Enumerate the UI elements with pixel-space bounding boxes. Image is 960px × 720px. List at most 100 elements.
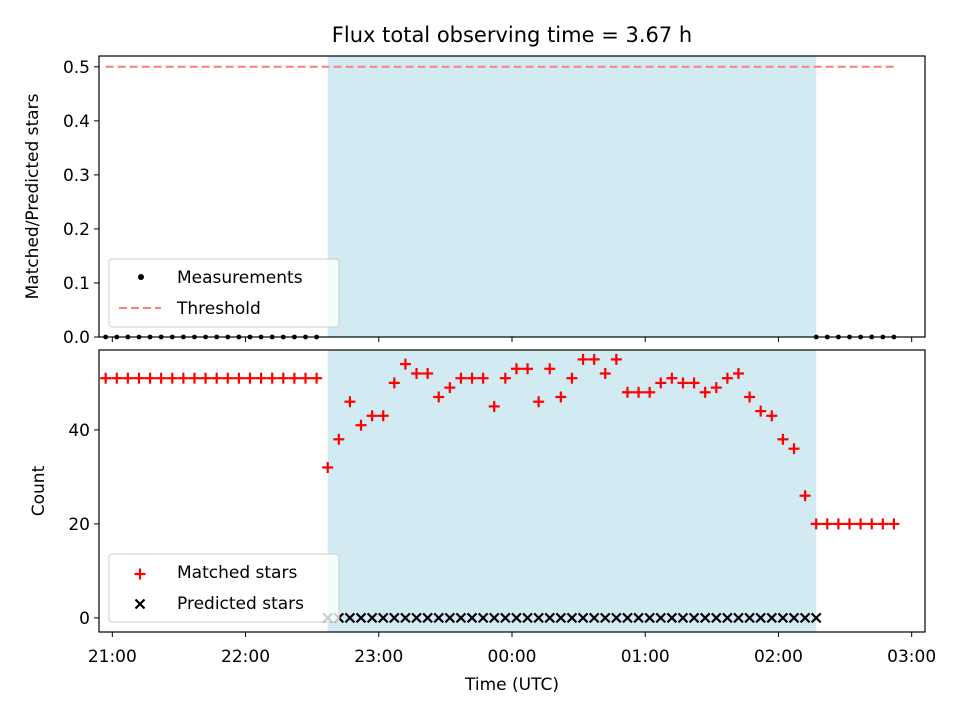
legend-predicted-marker [134,598,146,610]
predicted-star-point [411,612,422,624]
matched-star-point [133,372,145,384]
matched-star-point [100,372,112,384]
legend-matched-marker [134,568,146,580]
matched-star-point [277,372,289,384]
bottom-x-ticks: 21:00 22:00 23:00 00:00 01:00 02:00 03:00 [88,632,936,667]
bottom-y-tick-label: 0 [79,609,90,629]
matched-star-point [488,400,500,412]
predicted-star-point [810,612,822,624]
matched-star-point [333,433,345,445]
bottom-x-tick-label: 02:00 [754,647,803,667]
bottom-x-tick-label: 01:00 [621,647,670,667]
predicted-star-point [566,612,578,624]
top-axes-frame [98,55,926,338]
predicted-star-point [488,612,500,624]
chart-title: Flux total observing time = 3.67 h [332,23,692,47]
predicted-star-point [389,612,400,624]
predicted-star-point [722,612,733,624]
predicted-star-point [477,612,489,624]
predicted-star-point [433,612,445,624]
matched-star-point [477,372,489,384]
bottom-legend-box [108,553,340,623]
matched-star-point [422,368,434,379]
matched-star-point [344,396,356,408]
predicted-star-point [500,612,511,624]
predicted-star-point [344,612,356,624]
matched-star-point [466,372,478,384]
predicted-star-point [366,612,378,624]
legend-measurements-label: Measurements [177,268,303,288]
legend-measurements-marker [138,274,144,280]
matched-star-point [111,372,123,384]
predicted-star-point [777,612,789,624]
matched-star-point [322,462,334,473]
matched-star-point [255,372,267,384]
matched-star-point [888,518,900,530]
matched-star-point [200,372,212,384]
top-legend: Measurements Threshold [108,258,340,328]
bottom-x-tick-label: 00:00 [488,647,537,667]
matched-star-point [211,372,223,384]
legend-predicted-label: Predicted stars [177,594,304,614]
predicted-star-point [788,612,800,624]
x-axis-label: Time (UTC) [464,675,559,695]
matched-star-point [177,372,189,384]
matched-star-point [288,372,300,384]
top-y-tick-label: 0.3 [63,166,90,186]
matched-star-point [821,518,833,530]
predicted-star-point [466,612,478,624]
bottom-legend: Matched stars Predicted stars [108,553,340,623]
legend-cross [134,598,146,610]
predicted-star-point [522,612,533,624]
legend-threshold-label: Threshold [176,299,261,319]
predicted-star-point [677,612,689,624]
top-y-ticks: 0.0 0.1 0.2 0.3 0.4 0.5 [63,58,99,348]
bottom-x-tick-label: 03:00 [887,647,936,667]
matched-star-point [744,391,756,403]
matched-star-point [433,391,445,403]
top-y-tick-label: 0.1 [63,274,90,294]
matched-star-point [866,518,878,530]
matched-star-point [832,518,844,530]
matched-star-point [533,396,545,408]
matched-star-point [499,372,511,384]
observing-window-top [327,56,817,337]
predicted-star-point [744,612,755,624]
top-y-tick-label: 0.0 [63,328,90,348]
matched-star-point [877,518,889,530]
matched-star-point [566,372,578,384]
matched-star-point [755,405,767,417]
matched-star-point [355,419,367,431]
predicted-star-point [444,612,456,624]
matched-star-point [633,386,645,398]
matched-star-point [311,372,323,384]
matched-star-point [777,433,789,445]
legend-dot [138,274,144,280]
predicted-star-point [555,612,567,624]
matched-star-point [688,377,700,389]
top-y-tick-label: 0.2 [63,220,90,240]
bottom-x-tick-label: 23:00 [354,647,403,667]
bottom-x-tick-label: 21:00 [88,647,137,667]
matched-star-point [222,372,234,384]
predicted-star-point [588,612,600,624]
matched-star-point [399,358,411,370]
predicted-star-point [799,612,811,624]
predicted-star-point [666,612,678,624]
matched-star-point [377,410,389,422]
matched-star-point [644,386,656,398]
matched-star-point [233,372,245,384]
predicted-star-point [688,612,700,624]
predicted-star-point [699,612,711,624]
matched-star-point [411,368,423,379]
predicted-star-point [633,612,644,624]
matched-star-point [666,372,678,384]
predicted-star-point [655,612,667,624]
matched-star-point [188,372,200,384]
matched-star-point [300,372,311,384]
matched-star-point [677,377,689,389]
matched-star-point [388,377,400,389]
predicted-star-point [422,612,433,624]
top-y-axis-label: Matched/Predicted stars [23,93,43,299]
predicted-star-point [355,612,367,624]
